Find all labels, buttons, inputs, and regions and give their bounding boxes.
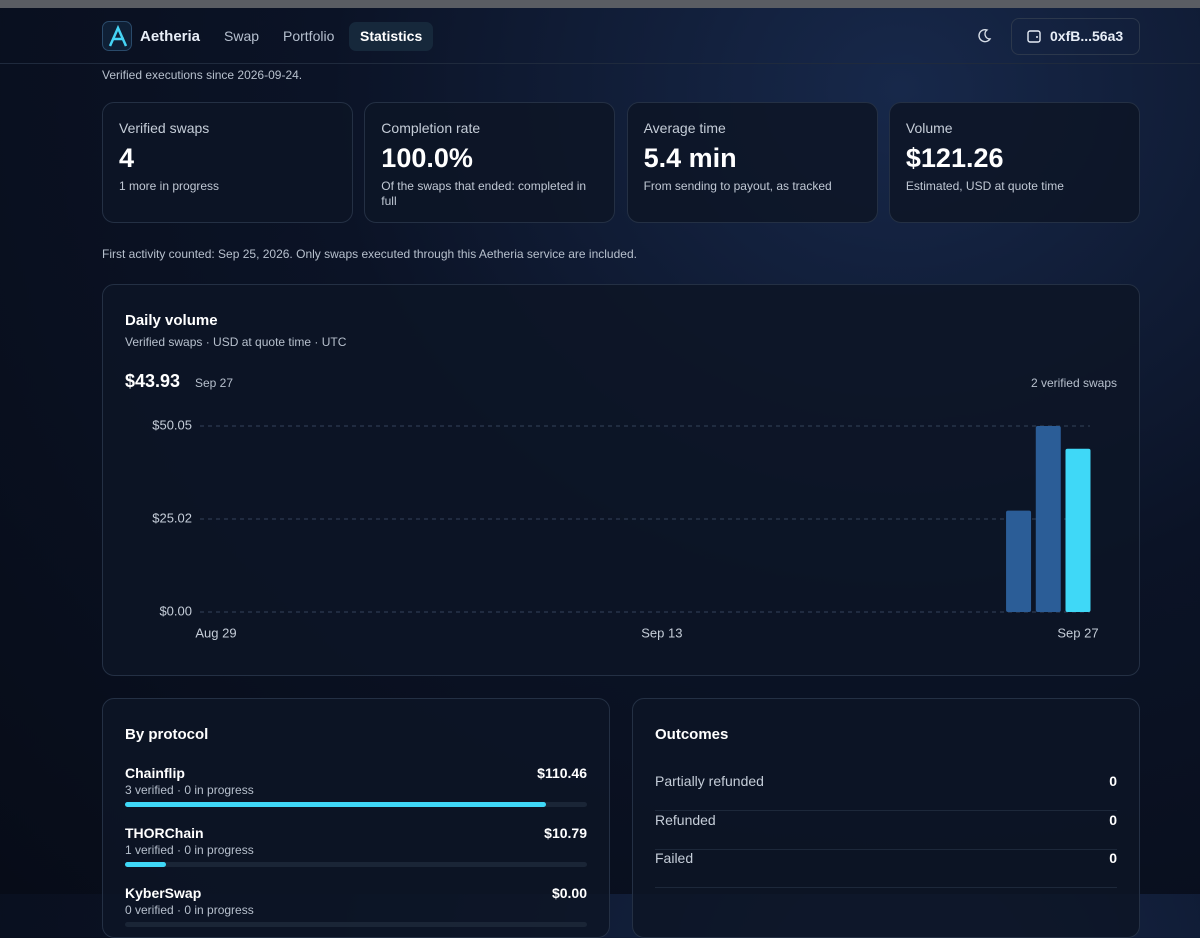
stat-note: 1 more in progress bbox=[119, 179, 220, 193]
chart-title: Daily volume bbox=[125, 312, 218, 329]
stat-label: Verified swaps bbox=[119, 120, 210, 136]
wallet-address: 0xfB...56a3 bbox=[1050, 28, 1124, 44]
panel-title: By protocol bbox=[125, 726, 209, 743]
protocol-detail: 3 verified · 0 in progress bbox=[125, 783, 254, 797]
y-tick-label: $50.05 bbox=[152, 417, 192, 432]
theme-toggle[interactable] bbox=[976, 28, 992, 44]
bar bbox=[1065, 448, 1091, 612]
wallet-icon bbox=[1027, 30, 1041, 43]
progress-bar bbox=[125, 802, 546, 807]
logo-icon bbox=[108, 24, 128, 47]
outcome-label: Failed bbox=[655, 850, 694, 866]
protocol-amount: $0.00 bbox=[551, 885, 587, 901]
protocol-name: THORChain bbox=[125, 825, 204, 841]
x-tick-label: Sep 13 bbox=[641, 625, 682, 640]
stat-card: Volume $121.26 Estimated, USD at quote tim… bbox=[888, 102, 1140, 223]
selected-value: $43.93 bbox=[125, 371, 181, 391]
stat-label: Volume bbox=[905, 120, 953, 136]
top-nav: Aetheria Swap Portfolio Statistics 0xfB.… bbox=[0, 8, 1200, 64]
protocol-name: Chainflip bbox=[125, 765, 185, 781]
wallet-button[interactable]: 0xfB...56a3 bbox=[1011, 18, 1140, 55]
outcome-value: 0 bbox=[1109, 773, 1117, 789]
outcome-label: Partially refunded bbox=[655, 773, 764, 789]
protocol-detail: 0 verified · 0 in progress bbox=[125, 903, 254, 917]
nav-link[interactable]: Portfolio bbox=[283, 28, 335, 44]
stat-value: 4 bbox=[119, 143, 135, 173]
outcomes-panel: Outcomes Partially refunded 0 Refunded 0 Fai… bbox=[632, 698, 1140, 938]
brand[interactable]: Aetheria bbox=[140, 28, 201, 45]
selected-count: 2 verified swaps bbox=[1030, 376, 1117, 390]
stat-label: Average time bbox=[643, 120, 726, 136]
footnote: First activity counted: Sep 25, 2026. On… bbox=[102, 247, 637, 261]
nav-link[interactable]: Statistics bbox=[349, 22, 434, 51]
chart: $0.00 $25.02 $50.05 Aug 29 Sep 13 Sep 27 bbox=[152, 417, 1098, 640]
stat-value: $121.26 bbox=[905, 143, 1004, 173]
bar bbox=[1035, 426, 1061, 612]
stat-label: Completion rate bbox=[381, 120, 481, 136]
x-tick-label: Aug 29 bbox=[195, 625, 236, 640]
stat-note: Estimated, USD at quote time bbox=[905, 179, 1064, 193]
stat-card: Completion rate 100.0% Of the swaps that e… bbox=[364, 102, 616, 223]
protocol-name: KyberSwap bbox=[125, 885, 202, 901]
stat-note: Of the swaps that ended: completed in fu… bbox=[381, 179, 587, 208]
chart-panel: Daily volume Verified swaps · USD at quo… bbox=[102, 284, 1140, 676]
outcome-row: Partially refunded 0 bbox=[655, 773, 1117, 811]
outcome-label: Refunded bbox=[655, 811, 716, 828]
protocol-panel: By protocol Chainflip $110.46 3 verified ·… bbox=[102, 698, 610, 938]
progress-track bbox=[125, 802, 587, 807]
intro: Verified executions since 2026-09-24. bbox=[102, 68, 303, 82]
outcome-row: Failed 0 bbox=[655, 850, 1117, 888]
y-tick-label: $0.00 bbox=[159, 603, 192, 618]
logo[interactable] bbox=[102, 21, 132, 51]
protocol-amount: $110.46 bbox=[537, 765, 587, 781]
chart-subtitle: Verified swaps · USD at quote time · UTC bbox=[125, 335, 347, 349]
protocol-detail: 1 verified · 0 in progress bbox=[125, 843, 254, 857]
bar bbox=[1006, 510, 1032, 612]
y-tick-label: $25.02 bbox=[152, 510, 192, 525]
progress-track bbox=[125, 862, 587, 867]
stat-value: 5.4 min bbox=[643, 143, 737, 173]
protocol-amount: $10.79 bbox=[544, 825, 587, 841]
stat-value: 100.0% bbox=[381, 143, 473, 173]
x-tick-label: Sep 27 bbox=[1057, 625, 1098, 640]
panel-title: Outcomes bbox=[655, 726, 729, 743]
selected-date: Sep 27 bbox=[195, 376, 234, 390]
stat-card: Verified swaps 4 1 more in progress bbox=[102, 102, 353, 223]
browser-bar bbox=[0, 0, 1200, 8]
stat-note: From sending to payout, as tracked bbox=[643, 179, 832, 193]
stat-card: Average time 5.4 min From sending to payou… bbox=[626, 102, 878, 223]
outcome-value: 0 bbox=[1109, 811, 1117, 828]
outcome-row: Refunded 0 bbox=[655, 812, 1117, 850]
progress-track bbox=[125, 922, 587, 927]
outcome-value: 0 bbox=[1109, 850, 1117, 866]
nav-link[interactable]: Swap bbox=[224, 28, 260, 44]
progress-bar bbox=[125, 862, 167, 867]
